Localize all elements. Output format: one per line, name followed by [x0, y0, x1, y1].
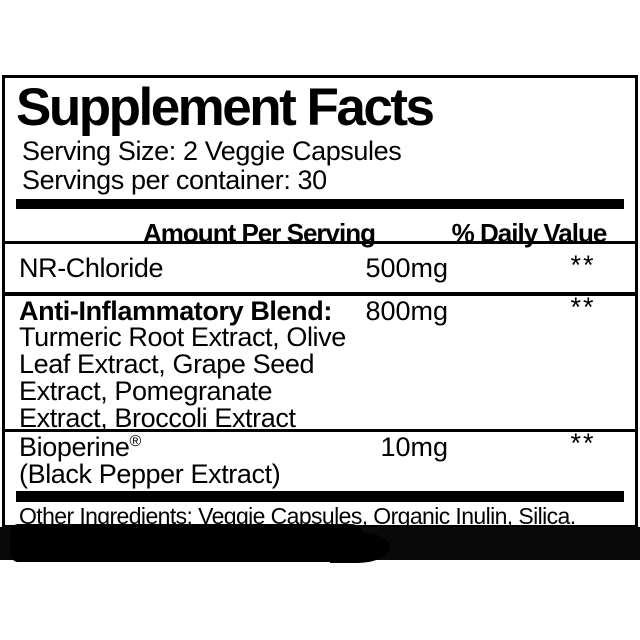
separator-bar-thick-top: [16, 199, 624, 209]
ingredient-name-bioperine-line2: (Black Pepper Extract): [19, 459, 281, 489]
blend-description-line: Extract, Pomegranate: [19, 376, 273, 406]
amount-per-serving-header: Amount Per Serving: [143, 218, 376, 248]
ingredient-daily-value-bioperine: **: [570, 428, 596, 458]
blend-description-line: Turmeric Root Extract, Olive: [19, 322, 346, 352]
bioperine-label: Bioperine: [19, 432, 130, 462]
ingredient-amount-bioperine: 10mg: [380, 432, 448, 462]
bottom-dark-band: [0, 524, 640, 563]
page-title: Supplement Facts: [16, 78, 435, 137]
separator-bar-thick-bottom: [16, 491, 624, 502]
ingredient-daily-value-blend: **: [570, 292, 596, 322]
serving-size-text: Serving Size: 2 Veggie Capsules: [22, 136, 402, 166]
ingredient-name-nr-chloride: NR-Chloride: [19, 253, 164, 283]
supplement-facts-panel: Supplement Facts Serving Size: 2 Veggie …: [2, 75, 638, 528]
separator-rule-row1: [5, 292, 635, 296]
ingredient-daily-value-nr-chloride: **: [570, 250, 596, 280]
ingredient-amount-blend: 800mg: [365, 296, 448, 326]
ingredient-amount-nr-chloride: 500mg: [365, 253, 448, 283]
blend-description-line: Leaf Extract, Grape Seed: [19, 349, 315, 379]
blend-description-line: Extract, Broccoli Extract: [19, 403, 296, 433]
separator-rule-header: [5, 241, 635, 244]
ingredient-name-blend: Anti-Inflammatory Blend:: [19, 296, 332, 326]
band-glyph-blob-tail: [330, 533, 390, 563]
separator-rule-row2: [5, 429, 635, 432]
servings-per-container-text: Servings per container: 30: [22, 165, 327, 195]
other-ingredients-text: Other Ingredients: Veggie Capsules, Orga…: [19, 503, 576, 529]
ingredient-name-bioperine: Bioperine®: [19, 434, 141, 461]
daily-value-header: % Daily Value: [451, 218, 608, 248]
registered-trademark-symbol: ®: [129, 433, 141, 450]
band-glyph-blob: [10, 524, 365, 562]
